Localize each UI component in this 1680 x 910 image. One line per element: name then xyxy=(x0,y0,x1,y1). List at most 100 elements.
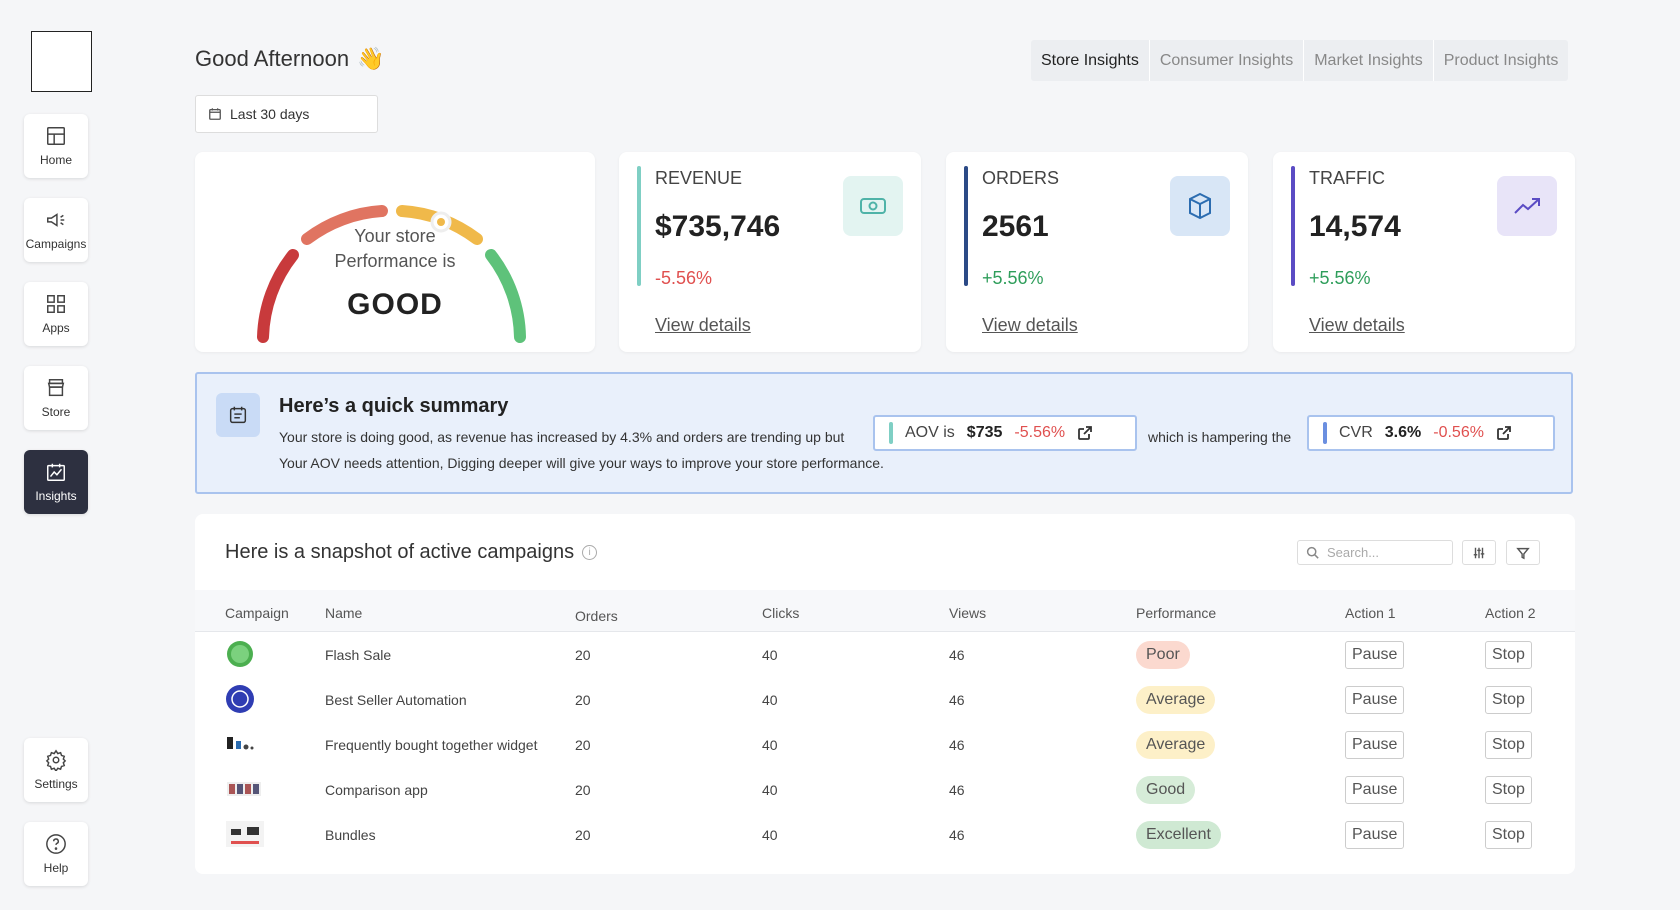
calendar-icon xyxy=(209,108,221,120)
tab-consumer-insights[interactable]: Consumer Insights xyxy=(1150,40,1305,81)
campaign-name[interactable]: Best Seller Automation xyxy=(325,692,467,708)
campaign-name[interactable]: Flash Sale xyxy=(325,647,392,663)
wave-icon: 👋 xyxy=(357,46,385,71)
sidebar-item-store[interactable]: Store xyxy=(24,366,88,430)
col-clicks[interactable]: Clicks xyxy=(762,605,800,621)
insight-tabs: Store Insights Consumer Insights Market … xyxy=(1031,40,1569,81)
filter-button[interactable] xyxy=(1506,540,1540,565)
orders-cell: 20 xyxy=(575,782,591,798)
col-campaign[interactable]: Campaign xyxy=(225,605,289,621)
performance-badge: Excellent xyxy=(1136,821,1221,849)
grid-icon xyxy=(47,295,65,313)
col-name[interactable]: Name xyxy=(325,605,363,621)
traffic-label: TRAFFIC xyxy=(1309,168,1385,188)
summary-title: Here’s a quick summary xyxy=(279,395,509,417)
tab-store-insights[interactable]: Store Insights xyxy=(1031,40,1150,81)
views-cell: 46 xyxy=(949,737,965,753)
revenue-label: REVENUE xyxy=(655,168,743,188)
cvr-label: CVR xyxy=(1339,424,1373,441)
comparison-thumbnail xyxy=(227,782,261,796)
tab-product-insights[interactable]: Product Insights xyxy=(1443,51,1559,69)
external-link-icon[interactable] xyxy=(1496,425,1512,441)
pause-button[interactable]: Pause xyxy=(1345,776,1405,804)
quick-summary-panel: Here’s a quick summary Your store is doi… xyxy=(195,372,1573,494)
trend-icon-box xyxy=(1497,176,1557,236)
search-input[interactable]: Search... xyxy=(1297,540,1453,565)
tab-market-insights[interactable]: Market Insights xyxy=(1304,40,1434,81)
sidebar-item-settings[interactable]: Settings xyxy=(24,738,88,802)
sidebar-item-home[interactable]: Home xyxy=(24,114,88,178)
pause-button[interactable]: Pause xyxy=(1345,641,1405,669)
performance-gauge xyxy=(257,205,526,343)
traffic-view-details-link[interactable]: View details xyxy=(1309,315,1405,335)
sidebar-item-label: Apps xyxy=(42,321,70,335)
info-icon[interactable]: i xyxy=(582,545,598,560)
help-icon xyxy=(46,834,66,854)
performance-badge: Poor xyxy=(1136,641,1190,669)
sidebar-item-insights[interactable]: Insights xyxy=(24,450,88,514)
performance-badge: Average xyxy=(1136,731,1216,759)
campaign-name[interactable]: Bundles xyxy=(325,827,376,843)
aov-change: -5.56% xyxy=(1014,424,1066,441)
traffic-card: TRAFFIC 14,574 +5.56% View details xyxy=(1273,152,1575,352)
col-orders[interactable]: Orders xyxy=(575,608,618,624)
orders-card: ORDERS 2561 +5.56% View details xyxy=(946,152,1248,352)
orders-view-details-link[interactable]: View details xyxy=(982,315,1078,335)
campaign-name[interactable]: Frequently bought together widget xyxy=(325,737,538,753)
sidebar-item-help[interactable]: Help xyxy=(24,822,88,886)
col-action-1[interactable]: Action 1 xyxy=(1345,605,1396,621)
date-range-picker[interactable]: Last 30 days xyxy=(195,95,378,133)
clicks-cell: 40 xyxy=(762,647,778,663)
pause-button[interactable]: Pause xyxy=(1345,686,1405,714)
megaphone-icon xyxy=(47,213,65,227)
sidebar-item-label: Store xyxy=(41,405,71,419)
summary-text-line2: Your AOV needs attention, Digging deeper… xyxy=(279,455,884,471)
clicks-cell: 40 xyxy=(762,692,778,708)
gear-icon xyxy=(45,749,67,771)
page-greeting: Good Afternoon 👋 xyxy=(195,46,385,72)
revenue-value: $735,746 xyxy=(655,210,781,243)
sidebar-item-apps[interactable]: Apps xyxy=(24,282,88,346)
stop-button[interactable]: Stop xyxy=(1485,821,1532,849)
campaigns-title: Here is a snapshot of active campaigns i xyxy=(225,541,598,564)
cvr-accent-bar xyxy=(1323,422,1327,444)
revenue-view-details-link[interactable]: View details xyxy=(655,315,751,335)
col-action-2[interactable]: Action 2 xyxy=(1485,605,1536,621)
orders-change: +5.56% xyxy=(982,268,1044,288)
stop-button[interactable]: Stop xyxy=(1485,686,1532,714)
sidebar xyxy=(24,31,92,92)
stop-button[interactable]: Stop xyxy=(1485,641,1532,669)
aov-label: AOV is xyxy=(905,424,955,441)
gauge-line-1: Your store xyxy=(354,226,436,246)
column-settings-button[interactable] xyxy=(1462,540,1496,565)
table-header: Campaign Name Orders Clicks Views Perfor… xyxy=(195,590,1575,632)
col-views[interactable]: Views xyxy=(949,605,987,621)
revenue-change: -5.56% xyxy=(655,268,713,288)
campaigns-title-text: Here is a snapshot of active campaigns xyxy=(225,541,575,563)
aov-pill[interactable]: AOV is $735 -5.56% xyxy=(873,415,1137,451)
box-icon-box xyxy=(1170,176,1230,236)
orders-label: ORDERS xyxy=(982,168,1060,188)
sliders-icon xyxy=(1473,547,1485,558)
sidebar-item-campaigns[interactable]: Campaigns xyxy=(24,198,88,262)
pause-button[interactable]: Pause xyxy=(1345,821,1405,849)
col-performance[interactable]: Performance xyxy=(1136,605,1217,621)
summary-icon-box xyxy=(216,393,260,437)
pause-button[interactable]: Pause xyxy=(1345,731,1405,759)
flash-sale-thumbnail xyxy=(227,641,253,667)
cvr-pill[interactable]: CVR 3.6% -0.56% xyxy=(1307,415,1555,451)
layout-icon xyxy=(47,127,65,145)
aov-value: $735 xyxy=(966,424,1003,441)
summary-text-line1: Your store is doing good, as revenue has… xyxy=(279,429,845,445)
stop-button[interactable]: Stop xyxy=(1485,731,1532,759)
campaign-name[interactable]: Comparison app xyxy=(325,782,428,798)
external-link-icon[interactable] xyxy=(1077,425,1093,441)
sidebar-item-label: Settings xyxy=(34,777,78,791)
sidebar-item-label: Insights xyxy=(35,489,77,503)
stop-button[interactable]: Stop xyxy=(1485,776,1532,804)
views-cell: 46 xyxy=(949,782,965,798)
bundles-thumbnail xyxy=(226,821,264,847)
insights-icon xyxy=(47,463,65,481)
views-cell: 46 xyxy=(949,647,965,663)
sidebar-item-label: Help xyxy=(43,861,69,875)
